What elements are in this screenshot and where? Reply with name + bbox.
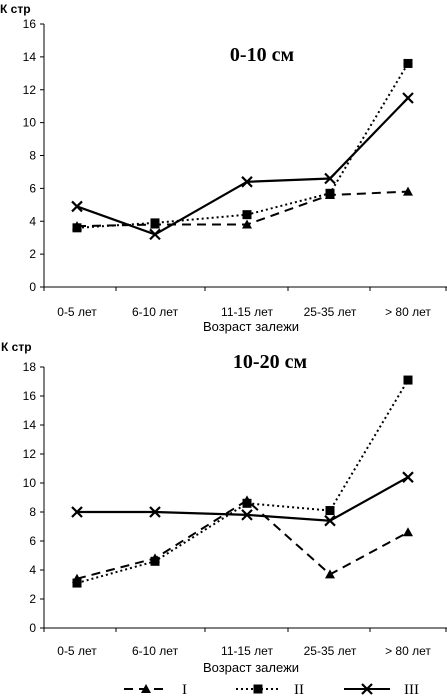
y-tick-label: 14 — [23, 50, 37, 64]
y-tick-label: 18 — [23, 360, 37, 374]
legend-item-I: I — [124, 682, 187, 696]
y-tick-label: 2 — [29, 592, 36, 606]
y-tick-label: 10 — [23, 116, 37, 130]
legend-label-III: III — [404, 682, 419, 696]
x-axis-label: Возраст залежи — [203, 660, 299, 675]
x-tick-label: 11-15 лет — [221, 305, 273, 319]
x-axis-label: Возраст залежи — [203, 319, 299, 334]
y-tick-label: 2 — [29, 247, 36, 261]
series-III — [71, 92, 414, 241]
data-point-III — [71, 506, 83, 518]
y-tick-label: 10 — [23, 476, 37, 490]
data-point-II — [72, 578, 82, 588]
data-point-II — [150, 218, 160, 228]
series-II — [72, 58, 413, 233]
y-tick-label: 0 — [29, 280, 36, 294]
x-tick-label: 25-35 лет — [304, 644, 357, 658]
x-tick-label: 0-5 лет — [57, 644, 97, 658]
legend-item-II: II — [236, 682, 304, 696]
data-point-III — [149, 228, 161, 241]
y-tick-label: 4 — [29, 563, 36, 577]
x-tick-label: 0-5 лет — [57, 305, 97, 319]
data-point-I — [325, 569, 335, 579]
data-point-I — [403, 186, 413, 196]
y-axis-label: К стр — [0, 2, 31, 16]
y-tick-label: 8 — [29, 505, 36, 519]
data-point-II — [242, 498, 252, 508]
data-point-II — [403, 375, 413, 385]
x-tick-label: 6-10 лет — [132, 305, 179, 319]
data-point-II — [150, 556, 160, 566]
legend-label-I: I — [182, 682, 187, 696]
y-axis-label: К стр — [1, 340, 32, 354]
series-I — [72, 495, 413, 583]
data-point-III — [402, 471, 414, 483]
y-tick-label: 12 — [23, 447, 37, 461]
y-tick-label: 16 — [23, 17, 37, 31]
data-point-III — [71, 200, 83, 213]
chart-panel-2: 0 2 4 6 8 10 12 14 16 18 0-5 лет 6-10 лет 11-15 лет 2… — [1, 340, 447, 675]
data-point-II — [325, 506, 335, 516]
series-line-I — [76, 499, 409, 580]
y-tick-label: 6 — [29, 181, 36, 195]
series-line-II — [76, 62, 409, 229]
y-tick-label: 8 — [29, 149, 36, 163]
y-tick-label: 4 — [29, 214, 36, 228]
data-point-III — [149, 506, 161, 518]
chart-title: 0-10 см — [230, 44, 294, 66]
data-point-III — [324, 514, 336, 527]
data-point-II — [242, 210, 252, 220]
series-line-I — [76, 190, 409, 228]
x-tick-label: 6-10 лет — [132, 644, 179, 658]
y-tick-label: 6 — [29, 534, 36, 548]
y-tick-label: 14 — [23, 418, 37, 432]
data-point-III — [241, 509, 253, 521]
y-tick-label: 12 — [23, 83, 37, 97]
data-point-III — [402, 92, 414, 104]
series-II — [72, 375, 413, 588]
x-tick-label: 11-15 лет — [221, 644, 273, 658]
series-line-II — [76, 379, 409, 585]
legend: I II III — [124, 682, 419, 696]
x-tick-label: > 80 лет — [385, 305, 431, 319]
data-point-I — [242, 219, 252, 229]
series-III — [71, 471, 414, 527]
data-point-III — [324, 172, 336, 185]
x-tick-label: 25-35 лет — [304, 305, 357, 319]
chart-title: 10-20 см — [233, 351, 307, 373]
legend-marker-I — [141, 684, 151, 693]
legend-marker-III — [361, 683, 373, 695]
y-tick-label: 16 — [23, 389, 37, 403]
data-point-II — [403, 58, 413, 68]
legend-marker-II — [253, 684, 263, 694]
x-tick-label: > 80 лет — [385, 644, 431, 658]
data-point-II — [325, 188, 335, 198]
legend-label-II: II — [294, 682, 304, 696]
data-point-I — [403, 527, 413, 537]
y-tick-label: 0 — [29, 621, 36, 635]
data-point-III — [241, 176, 253, 188]
legend-item-III: III — [344, 682, 419, 696]
chart-panel-1: 0 2 4 6 8 10 12 14 16 0-5 лет 6-10 лет 11-15 лет 25-… — [0, 2, 447, 334]
data-point-II — [72, 223, 82, 233]
